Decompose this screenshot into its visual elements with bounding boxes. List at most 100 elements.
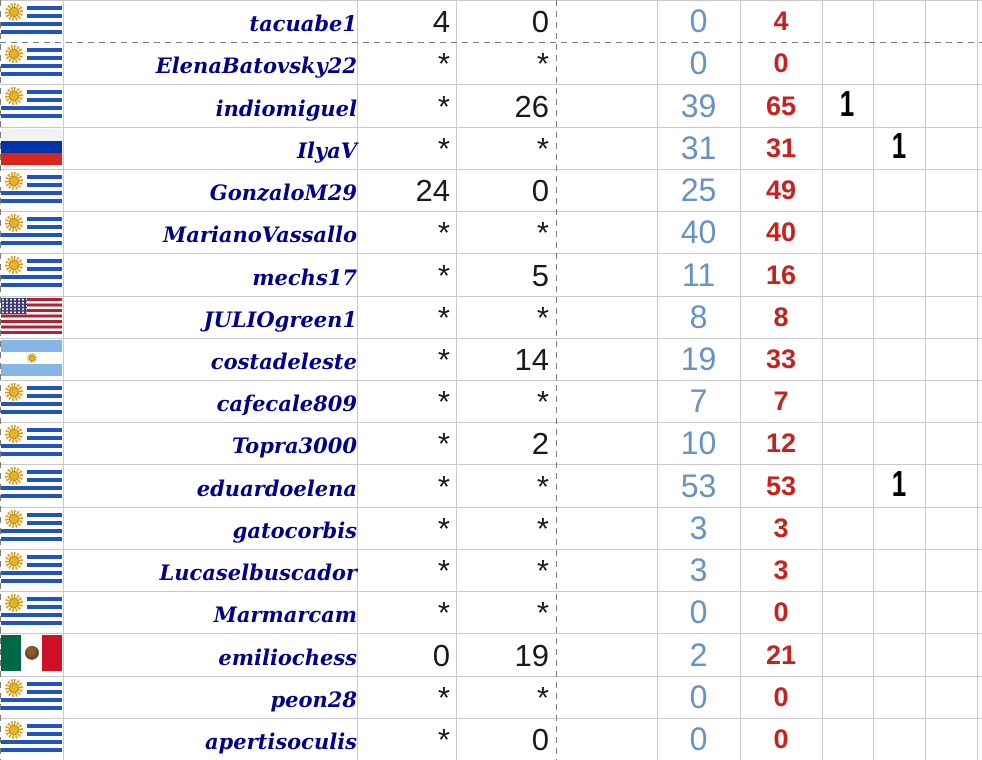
- flag-cell[interactable]: [0, 211, 63, 253]
- total-cell[interactable]: 0: [740, 676, 822, 718]
- total-cell[interactable]: 7: [740, 380, 822, 422]
- subtotal-cell[interactable]: 25: [657, 169, 740, 211]
- subtotal-cell[interactable]: 40: [657, 211, 740, 253]
- round-a-score-cell[interactable]: *: [357, 676, 456, 718]
- tiebreak-1-cell[interactable]: [822, 380, 873, 422]
- round-b-score-cell[interactable]: *: [456, 380, 556, 422]
- tiebreak-2-cell[interactable]: [873, 169, 925, 211]
- tiebreak-2-cell[interactable]: [873, 422, 925, 464]
- player-name-cell[interactable]: Lucaselbuscador: [63, 549, 366, 591]
- total-cell[interactable]: 0: [740, 718, 822, 760]
- flag-cell[interactable]: [0, 127, 63, 169]
- flag-cell[interactable]: [0, 253, 63, 295]
- tiebreak-1-cell[interactable]: [822, 633, 873, 675]
- round-b-score-cell[interactable]: 0: [456, 0, 556, 42]
- round-a-score-cell[interactable]: *: [357, 464, 456, 506]
- tiebreak-2-cell[interactable]: [873, 718, 925, 760]
- tiebreak-2-cell[interactable]: [873, 591, 925, 633]
- player-name-cell[interactable]: ElenaBatovsky22: [63, 42, 366, 84]
- round-a-score-cell[interactable]: *: [357, 84, 456, 126]
- tiebreak-1-cell[interactable]: [822, 211, 873, 253]
- subtotal-cell[interactable]: 10: [657, 422, 740, 464]
- round-a-score-cell[interactable]: 4: [357, 0, 456, 42]
- tiebreak-2-cell[interactable]: [873, 338, 925, 380]
- round-b-score-cell[interactable]: *: [456, 211, 556, 253]
- subtotal-cell[interactable]: 0: [657, 676, 740, 718]
- round-b-score-cell[interactable]: *: [456, 464, 556, 506]
- subtotal-cell[interactable]: 8: [657, 296, 740, 338]
- total-cell[interactable]: 12: [740, 422, 822, 464]
- round-a-score-cell[interactable]: *: [357, 422, 456, 464]
- total-cell[interactable]: 53: [740, 464, 822, 506]
- player-name-cell[interactable]: emiliochess: [63, 633, 366, 675]
- flag-cell[interactable]: [0, 676, 63, 718]
- player-name-cell[interactable]: GonzaloM29: [63, 169, 366, 211]
- tiebreak-1-cell[interactable]: [822, 338, 873, 380]
- round-a-score-cell[interactable]: *: [357, 253, 456, 295]
- flag-cell[interactable]: [0, 42, 63, 84]
- player-name-cell[interactable]: cafecale809: [63, 380, 366, 422]
- subtotal-cell[interactable]: 0: [657, 591, 740, 633]
- tiebreak-1-cell[interactable]: [822, 549, 873, 591]
- flag-cell[interactable]: [0, 84, 63, 126]
- player-name-cell[interactable]: IlyaV: [63, 127, 366, 169]
- round-b-score-cell[interactable]: *: [456, 676, 556, 718]
- tiebreak-2-cell[interactable]: [873, 0, 925, 42]
- total-cell[interactable]: 65: [740, 84, 822, 126]
- player-name-cell[interactable]: JULIOgreen1: [63, 296, 366, 338]
- round-b-score-cell[interactable]: 14: [456, 338, 556, 380]
- subtotal-cell[interactable]: 0: [657, 42, 740, 84]
- tiebreak-1-cell[interactable]: [822, 464, 873, 506]
- tiebreak-1-cell[interactable]: [822, 127, 873, 169]
- total-cell[interactable]: 4: [740, 0, 822, 42]
- round-a-score-cell[interactable]: *: [357, 338, 456, 380]
- player-name-cell[interactable]: mechs17: [63, 253, 366, 295]
- round-b-score-cell[interactable]: *: [456, 127, 556, 169]
- flag-cell[interactable]: [0, 591, 63, 633]
- flag-cell[interactable]: [0, 549, 63, 591]
- round-b-score-cell[interactable]: 0: [456, 169, 556, 211]
- tiebreak-2-cell[interactable]: [873, 296, 925, 338]
- tiebreak-1-cell[interactable]: [822, 591, 873, 633]
- round-b-score-cell[interactable]: 19: [456, 633, 556, 675]
- tiebreak-1-cell[interactable]: [822, 507, 873, 549]
- tiebreak-1-cell[interactable]: [822, 253, 873, 295]
- total-cell[interactable]: 31: [740, 127, 822, 169]
- subtotal-cell[interactable]: 31: [657, 127, 740, 169]
- subtotal-cell[interactable]: 3: [657, 507, 740, 549]
- tiebreak-2-cell[interactable]: 1: [873, 127, 925, 169]
- tiebreak-2-cell[interactable]: [873, 84, 925, 126]
- subtotal-cell[interactable]: 7: [657, 380, 740, 422]
- player-name-cell[interactable]: costadeleste: [63, 338, 366, 380]
- total-cell[interactable]: 33: [740, 338, 822, 380]
- total-cell[interactable]: 0: [740, 591, 822, 633]
- tiebreak-1-cell[interactable]: [822, 0, 873, 42]
- round-b-score-cell[interactable]: *: [456, 591, 556, 633]
- round-b-score-cell[interactable]: 2: [456, 422, 556, 464]
- tiebreak-1-cell[interactable]: [822, 42, 873, 84]
- flag-cell[interactable]: [0, 507, 63, 549]
- flag-cell[interactable]: [0, 296, 63, 338]
- round-a-score-cell[interactable]: *: [357, 127, 456, 169]
- flag-cell[interactable]: [0, 718, 63, 760]
- subtotal-cell[interactable]: 0: [657, 0, 740, 42]
- round-a-score-cell[interactable]: *: [357, 296, 456, 338]
- player-name-cell[interactable]: gatocorbis: [63, 507, 366, 549]
- subtotal-cell[interactable]: 0: [657, 718, 740, 760]
- total-cell[interactable]: 3: [740, 507, 822, 549]
- round-b-score-cell[interactable]: 5: [456, 253, 556, 295]
- player-name-cell[interactable]: tacuabe1: [63, 0, 366, 42]
- tiebreak-1-cell[interactable]: [822, 296, 873, 338]
- tiebreak-1-cell[interactable]: 1: [822, 84, 873, 126]
- round-b-score-cell[interactable]: *: [456, 296, 556, 338]
- tiebreak-1-cell[interactable]: [822, 169, 873, 211]
- player-name-cell[interactable]: eduardoelena: [63, 464, 366, 506]
- tiebreak-1-cell[interactable]: [822, 718, 873, 760]
- round-b-score-cell[interactable]: *: [456, 549, 556, 591]
- round-a-score-cell[interactable]: *: [357, 42, 456, 84]
- tiebreak-2-cell[interactable]: [873, 676, 925, 718]
- tiebreak-2-cell[interactable]: [873, 633, 925, 675]
- round-a-score-cell[interactable]: 0: [357, 633, 456, 675]
- flag-cell[interactable]: [0, 422, 63, 464]
- player-name-cell[interactable]: Marmarcam: [63, 591, 366, 633]
